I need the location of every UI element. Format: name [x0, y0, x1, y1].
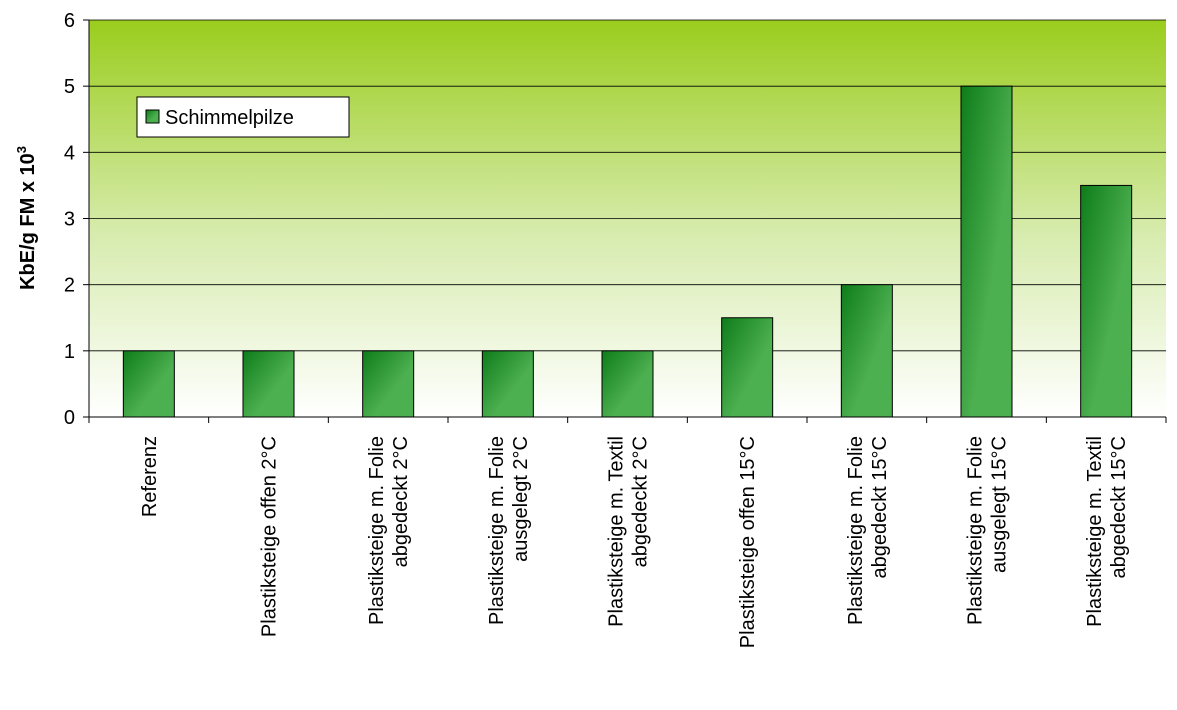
category-label: Referenz	[139, 436, 161, 517]
bar	[1080, 184, 1133, 418]
x-axis-ticks	[88, 417, 1167, 423]
bar	[721, 317, 774, 418]
category-label: Plastiksteige m. Folie	[965, 436, 987, 625]
y-tick-label: 4	[64, 142, 75, 164]
category-labels: Referenz Plastiksteige offen 2°C Plastikst…	[139, 436, 1130, 648]
category-label: Plastiksteige m. Folie	[486, 436, 508, 625]
legend-label: Schimmelpilze	[165, 107, 294, 129]
legend-box	[136, 96, 350, 138]
y-tick-label: 0	[64, 407, 75, 429]
bar	[960, 85, 1013, 418]
y-axis-title-main: KbE/g FM x 10	[17, 153, 39, 290]
category-label: abgedeckt 15°C	[869, 436, 891, 579]
bar	[840, 284, 893, 418]
y-tick-label: 1	[64, 341, 75, 363]
y-tick-label: 3	[64, 209, 75, 231]
category-label: Plastiksteige m. Textil	[1084, 436, 1106, 627]
category-label: abgedeckt 2°C	[630, 436, 652, 567]
category-label: Plastiksteige m. Textil	[606, 436, 628, 627]
y-axis-title: KbE/g FM x 103	[14, 146, 39, 290]
y-tick-label: 2	[64, 275, 75, 297]
category-label: Plastiksteige offen 15°C	[737, 436, 759, 648]
y-tick-label: 5	[64, 76, 75, 98]
y-axis-ticks: 0 1 2 3 4 5 6	[64, 10, 89, 429]
category-label: abgedeckt 2°C	[390, 436, 412, 567]
legend: Schimmelpilze	[136, 96, 350, 138]
bar	[122, 350, 175, 418]
category-label: Plastiksteige m. Folie	[845, 436, 867, 625]
category-label: ausgelegt 15°C	[989, 436, 1011, 573]
bar	[601, 350, 654, 418]
bar	[481, 350, 534, 418]
category-label: ausgelegt 2°C	[510, 436, 532, 562]
category-label: Plastiksteige offen 2°C	[259, 436, 281, 637]
legend-swatch	[145, 109, 160, 124]
y-axis-title-superscript: 3	[14, 146, 29, 153]
bars	[122, 85, 1133, 418]
category-label: abgedeckt 15°C	[1108, 436, 1130, 579]
y-tick-label: 6	[64, 10, 75, 32]
bar	[362, 350, 415, 418]
bar	[242, 350, 295, 418]
category-label: Plastiksteige m. Folie	[366, 436, 388, 625]
